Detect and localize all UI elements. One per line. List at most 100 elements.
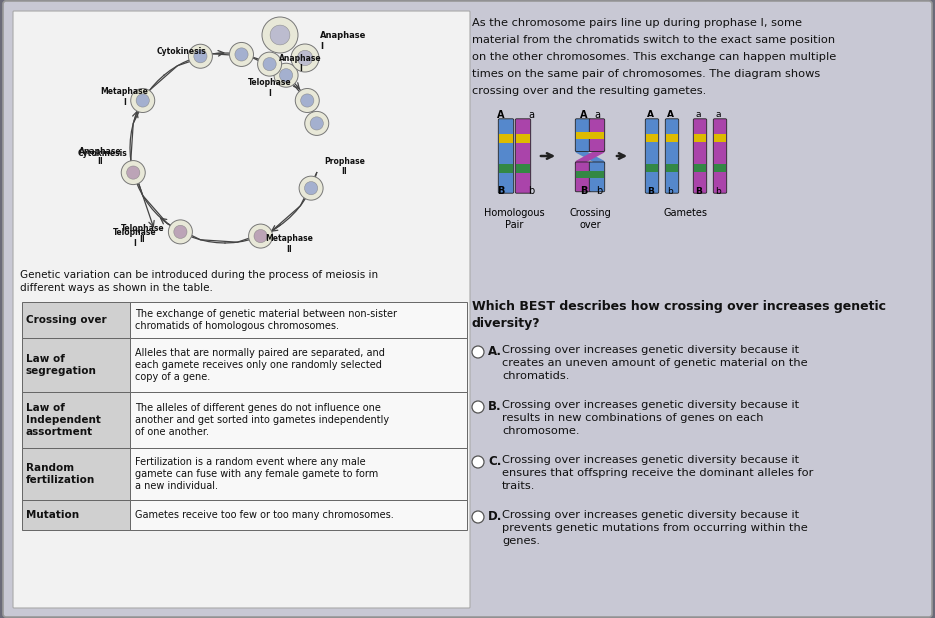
Text: times on the same pair of chromosomes. The diagram shows: times on the same pair of chromosomes. T… xyxy=(472,69,820,79)
Text: Gametes receive too few or too many chromosomes.: Gametes receive too few or too many chro… xyxy=(135,510,394,520)
Text: Crossing over: Crossing over xyxy=(26,315,107,325)
Text: Fertilization is a random event where any male
gamete can fuse with any female g: Fertilization is a random event where an… xyxy=(135,457,379,491)
FancyBboxPatch shape xyxy=(3,1,932,617)
Bar xyxy=(130,500,467,530)
Bar xyxy=(714,134,726,142)
Bar xyxy=(130,338,467,392)
Bar xyxy=(22,302,130,338)
FancyBboxPatch shape xyxy=(693,119,707,193)
Text: Metaphase
I: Metaphase I xyxy=(100,87,148,107)
Text: Anaphase
I: Anaphase I xyxy=(280,54,322,74)
Text: on the other chromosomes. This exchange can happen multiple: on the other chromosomes. This exchange … xyxy=(472,52,836,62)
Bar xyxy=(694,164,706,172)
Text: B: B xyxy=(695,187,702,196)
Text: C.: C. xyxy=(488,455,501,468)
Text: A: A xyxy=(497,110,505,120)
Text: A: A xyxy=(667,110,674,119)
Text: Law of
Independent
assortment: Law of Independent assortment xyxy=(26,403,101,437)
FancyBboxPatch shape xyxy=(589,162,605,192)
Circle shape xyxy=(270,25,290,45)
Text: Prophase
II: Prophase II xyxy=(324,157,365,176)
Text: Alleles that are normally paired are separated, and
each gamete receives only on: Alleles that are normally paired are sep… xyxy=(135,348,385,382)
Text: a: a xyxy=(715,110,721,119)
Text: A.: A. xyxy=(488,345,502,358)
Text: Telophase
I: Telophase I xyxy=(248,78,292,98)
Circle shape xyxy=(291,44,319,72)
Circle shape xyxy=(301,94,314,107)
Text: D.: D. xyxy=(488,510,502,523)
Text: b: b xyxy=(715,187,721,196)
Text: Crossing over increases genetic diversity because it
creates an uneven amount of: Crossing over increases genetic diversit… xyxy=(502,345,808,381)
FancyBboxPatch shape xyxy=(515,119,531,193)
Text: A: A xyxy=(647,110,654,119)
Bar xyxy=(22,448,130,500)
Bar xyxy=(714,164,726,172)
Text: Random
fertilization: Random fertilization xyxy=(26,463,95,485)
Circle shape xyxy=(297,50,312,66)
Bar xyxy=(516,164,530,173)
Circle shape xyxy=(472,346,484,358)
Circle shape xyxy=(295,88,319,112)
FancyBboxPatch shape xyxy=(575,162,591,192)
Bar xyxy=(130,448,467,500)
Text: Genetic variation can be introduced during the process of meiosis in
different w: Genetic variation can be introduced duri… xyxy=(20,270,378,293)
Circle shape xyxy=(262,17,298,53)
Circle shape xyxy=(472,401,484,413)
FancyBboxPatch shape xyxy=(713,119,726,193)
Text: Crossing over increases genetic diversity because it
results in new combinations: Crossing over increases genetic diversit… xyxy=(502,400,799,436)
Circle shape xyxy=(126,166,140,179)
Text: Telophase
I: Telophase I xyxy=(113,228,157,248)
Text: Crossing
over: Crossing over xyxy=(569,208,611,231)
Text: Anaphase
II: Anaphase II xyxy=(79,146,122,166)
Circle shape xyxy=(274,63,298,87)
Text: a: a xyxy=(695,110,700,119)
Circle shape xyxy=(258,52,281,76)
Text: crossing over and the resulting gametes.: crossing over and the resulting gametes. xyxy=(472,86,706,96)
FancyBboxPatch shape xyxy=(589,119,605,151)
Circle shape xyxy=(194,49,207,63)
Bar xyxy=(646,164,658,172)
Circle shape xyxy=(472,456,484,468)
Text: b: b xyxy=(528,186,534,196)
Bar xyxy=(499,134,513,143)
Text: Cytokinesis: Cytokinesis xyxy=(77,148,127,158)
Circle shape xyxy=(299,176,324,200)
Bar xyxy=(576,132,590,139)
Text: As the chromosome pairs line up during prophase I, some: As the chromosome pairs line up during p… xyxy=(472,18,802,28)
FancyBboxPatch shape xyxy=(13,11,470,608)
Bar xyxy=(666,164,678,172)
Text: a: a xyxy=(594,110,600,120)
Text: B: B xyxy=(497,186,504,196)
Text: Crossing over increases genetic diversity because it
ensures that offspring rece: Crossing over increases genetic diversit… xyxy=(502,455,813,491)
Circle shape xyxy=(305,111,329,135)
FancyBboxPatch shape xyxy=(498,119,513,193)
Text: Crossing over increases genetic diversity because it
prevents genetic mutations : Crossing over increases genetic diversit… xyxy=(502,510,808,546)
Circle shape xyxy=(280,69,293,82)
Circle shape xyxy=(249,224,273,248)
Circle shape xyxy=(305,182,318,195)
Circle shape xyxy=(174,226,187,239)
FancyBboxPatch shape xyxy=(645,119,658,193)
Text: The exchange of genetic material between non-sister
chromatids of homologous chr: The exchange of genetic material between… xyxy=(135,309,397,331)
Bar xyxy=(22,392,130,448)
Bar xyxy=(590,132,604,139)
Circle shape xyxy=(131,88,154,112)
Circle shape xyxy=(189,44,212,68)
Circle shape xyxy=(235,48,248,61)
Circle shape xyxy=(137,94,150,107)
Circle shape xyxy=(254,229,267,243)
Bar xyxy=(22,500,130,530)
Text: B: B xyxy=(647,187,654,196)
Bar xyxy=(590,171,604,178)
Text: B.: B. xyxy=(488,400,501,413)
Circle shape xyxy=(472,511,484,523)
Circle shape xyxy=(229,43,253,67)
Text: Law of
segregation: Law of segregation xyxy=(26,354,97,376)
Text: Metaphase
II: Metaphase II xyxy=(266,234,313,254)
Text: B: B xyxy=(580,186,587,196)
Text: Telophase
II: Telophase II xyxy=(121,224,165,243)
Text: a: a xyxy=(528,110,534,120)
FancyBboxPatch shape xyxy=(575,119,591,151)
Circle shape xyxy=(168,220,193,244)
Bar xyxy=(666,134,678,142)
